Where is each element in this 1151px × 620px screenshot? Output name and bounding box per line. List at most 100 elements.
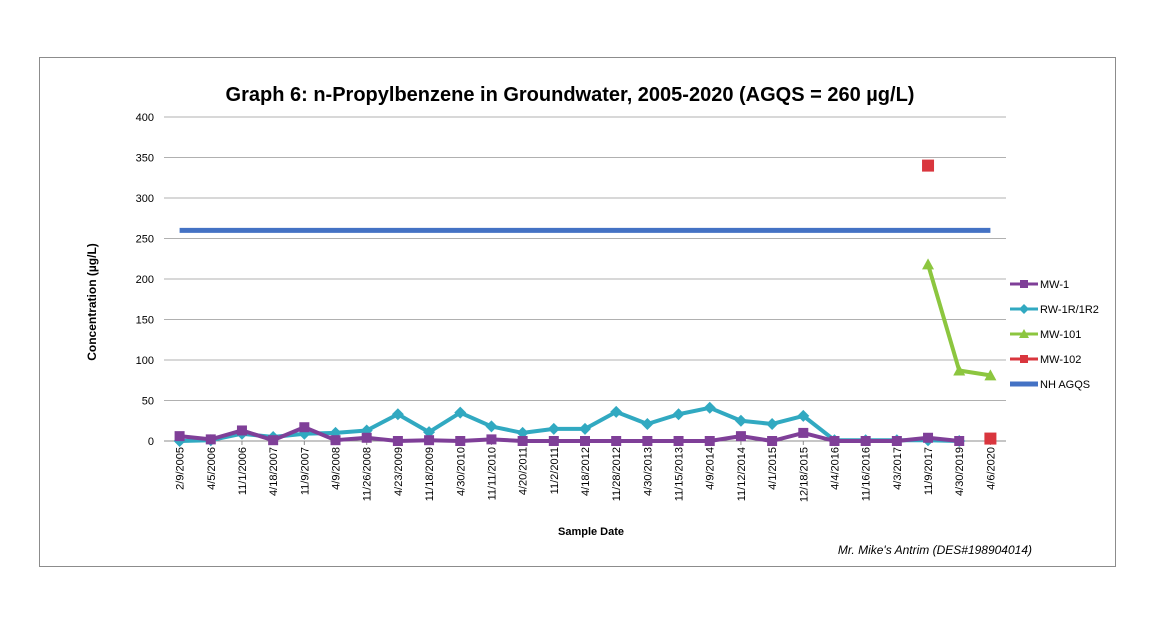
legend-label: MW-102 [1040, 354, 1081, 366]
x-tick-label: 11/28/2012 [611, 447, 623, 501]
legend-marker [1019, 304, 1029, 314]
x-tick-label: 4/1/2015 [767, 447, 779, 490]
data-point [330, 435, 341, 446]
x-tick-label: 4/9/2014 [705, 447, 717, 490]
data-point [734, 414, 747, 427]
series-MW-101 [922, 258, 997, 381]
x-tick-label: 11/2/2011 [549, 447, 561, 494]
data-point [673, 436, 684, 446]
series-MW-1 [174, 422, 965, 446]
data-point [174, 431, 185, 442]
y-axis-label: Concentration (µg/L) [85, 243, 99, 361]
data-point [455, 436, 466, 446]
data-point [268, 435, 279, 446]
legend-label: MW-101 [1040, 329, 1081, 341]
legend-label: RW-1R/1R2 [1040, 304, 1099, 316]
x-tick-label: 4/23/2009 [393, 447, 405, 496]
x-tick-label: 4/30/2019 [954, 447, 966, 496]
x-tick-label: 11/1/2006 [237, 447, 249, 495]
y-tick-label: 300 [136, 193, 154, 205]
x-tick-label: 4/30/2010 [455, 447, 467, 496]
data-point [361, 432, 372, 443]
x-tick-label: 11/15/2013 [674, 447, 686, 501]
x-tick-label: 11/18/2009 [424, 447, 436, 501]
data-point [984, 369, 997, 381]
y-tick-label: 50 [142, 396, 154, 408]
data-point [392, 436, 403, 446]
legend-marker [1020, 355, 1028, 363]
y-tick-label: 250 [136, 234, 154, 246]
data-point [923, 432, 934, 443]
legend-marker [1019, 329, 1029, 338]
x-tick-label: 11/11/2010 [486, 447, 498, 500]
x-axis-label: Sample Date [558, 526, 624, 538]
data-point [205, 434, 216, 445]
chart-title: Graph 6: n-Propylbenzene in Groundwater,… [226, 84, 915, 106]
y-tick-label: 150 [136, 315, 154, 327]
data-point [423, 426, 436, 439]
x-tick-label: 4/6/2020 [985, 447, 997, 490]
data-point [672, 408, 685, 421]
series-MW-102 [922, 159, 997, 445]
y-tick-label: 350 [136, 153, 154, 165]
data-point [953, 364, 966, 376]
data-point [391, 408, 404, 421]
data-point [610, 405, 623, 418]
data-point [797, 409, 810, 422]
x-tick-label: 4/9/2008 [331, 447, 343, 490]
x-tick-label: 4/20/2011 [518, 447, 530, 495]
data-point [454, 406, 467, 419]
data-point [766, 417, 779, 430]
data-point [641, 417, 654, 430]
data-point [984, 432, 997, 445]
data-point [485, 420, 498, 433]
legend-entry: MW-101 [1010, 329, 1081, 341]
legend-entry: RW-1R/1R2 [1010, 304, 1099, 316]
data-point [703, 401, 716, 414]
data-point [860, 436, 871, 446]
x-tick-label: 4/5/2006 [206, 447, 218, 490]
legend-marker [1020, 280, 1028, 288]
x-tick-label: 11/26/2008 [362, 447, 374, 501]
x-tick-label: 2/9/2005 [175, 447, 187, 490]
legend-entry: MW-102 [1010, 354, 1081, 366]
data-point [829, 436, 840, 446]
y-tick-label: 0 [148, 436, 154, 448]
y-tick-label: 200 [136, 274, 154, 286]
x-tick-label: 4/3/2017 [892, 447, 904, 490]
legend-entry: MW-1 [1010, 279, 1069, 291]
data-point [486, 434, 497, 445]
series-line [179, 425, 960, 443]
x-tick-label: 4/4/2016 [829, 447, 841, 490]
data-point [767, 436, 778, 446]
data-point [424, 435, 435, 446]
y-tick-label: 100 [136, 355, 154, 367]
chart-credit: Mr. Mike's Antrim (DES#198904014) [838, 543, 1032, 557]
legend-entry: NH AGQS [1010, 379, 1090, 391]
data-point [954, 436, 965, 446]
data-point [735, 431, 746, 442]
data-point [548, 436, 559, 446]
data-point [579, 422, 591, 435]
legend-label: MW-1 [1040, 279, 1069, 291]
data-point [611, 436, 622, 446]
legend-label: NH AGQS [1040, 379, 1090, 391]
x-tick-label: 4/18/2007 [268, 447, 280, 496]
x-tick-label: 11/16/2016 [861, 447, 873, 501]
chart-frame [39, 57, 1116, 567]
data-point [236, 425, 247, 436]
data-point [704, 436, 715, 446]
x-tick-label: 4/30/2013 [642, 447, 654, 496]
data-point [642, 436, 653, 446]
data-point [299, 422, 310, 433]
x-tick-label: 12/18/2015 [798, 447, 810, 502]
x-tick-label: 11/9/2017 [923, 447, 935, 495]
series-line [179, 405, 960, 443]
data-point [891, 436, 902, 446]
data-point [580, 436, 590, 446]
data-point [798, 427, 809, 438]
data-point [547, 422, 560, 435]
data-point [517, 436, 528, 446]
y-tick-label: 400 [136, 112, 154, 124]
